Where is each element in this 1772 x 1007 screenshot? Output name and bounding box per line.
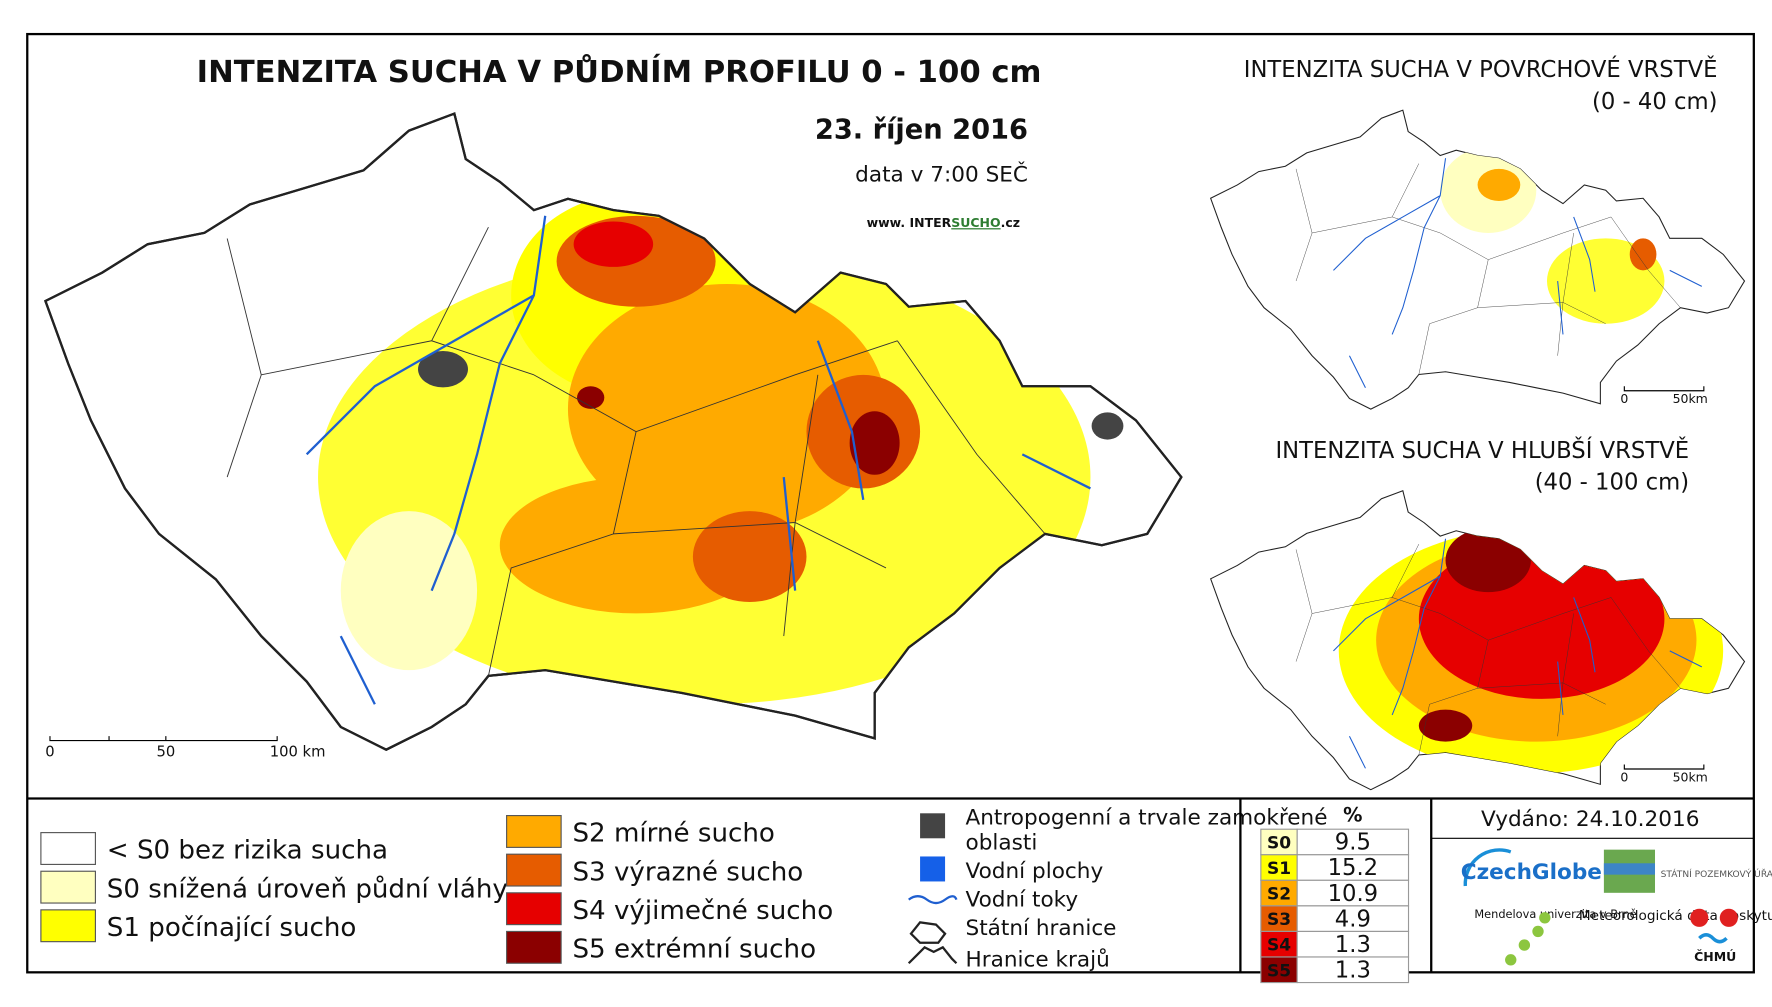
legend-label: Antropogenní a trvale zamokřené oblasti [966,806,1328,856]
inset-subtitle: (40 - 100 cm) [1535,470,1689,496]
inset-surface: INTENZITA SUCHA V POVRCHOVÉ VRSTVĚ (0 - … [1210,55,1746,410]
logo-mendelu: Mendelova univerzita v Brně [1474,907,1636,921]
stats-value-cell [1296,956,1410,984]
inset-title: INTENZITA SUCHA V POVRCHOVÉ VRSTVĚ [1244,55,1718,83]
inset-deep: INTENZITA SUCHA V HLUBŠÍ VRSTVĚ (40 - 10… [1210,436,1746,791]
legend-swatch [506,930,562,964]
legend-label-line: oblasti [966,831,1038,856]
logos: CzechGlobe STÁTNÍ POZEMKOVÝ ÚŘAD Mendelo… [1461,848,1772,966]
logo-mark [1698,933,1728,944]
symbol-icon [920,813,946,839]
stats-class: S2 [1267,885,1291,905]
scale-label: 0 [45,744,54,761]
legend-swatch [506,853,562,887]
symbol-icon [920,856,946,882]
scale-label: 0 [1620,769,1628,784]
legend-label: S2 mírné sucho [572,819,774,849]
legend-label: S3 výrazné sucho [572,857,803,887]
stats-value: 1.3 [1335,932,1371,958]
logo-czechglobe: CzechGlobe [1461,860,1602,885]
stats-class: S3 [1267,910,1291,930]
stats-value-cell [1296,879,1410,907]
time: data v 7:00 SEČ [855,162,1028,188]
scale-label: 50 [156,744,175,761]
scale-label: 50km [1673,391,1708,406]
stats-header: % [1343,803,1362,826]
website-part: .cz [1001,215,1020,230]
logo-chmu: ČHMÚ [1694,949,1736,964]
logo-spu: STÁTNÍ POZEMKOVÝ ÚŘAD [1661,868,1772,880]
legend-label: S0 snížená úroveň půdní vláhy [107,874,508,904]
stats-class: S4 [1267,936,1291,956]
logo-mark [1505,912,1551,966]
legend-swatch [40,870,96,904]
stats-value: 1.3 [1335,957,1371,983]
legend-label: S5 extrémní sucho [572,935,816,965]
legend-label: Vodní toky [966,887,1079,912]
logo-mark [1463,848,1512,887]
symbol-icon [908,895,958,905]
stats-class: S1 [1267,859,1291,879]
legend-swatch [40,832,96,865]
main-title: INTENZITA SUCHA V PŮDNÍM PROFILU 0 - 100… [197,53,1042,90]
stats-table: % S0 9.5 S1 15.2 S2 10.9 S3 4.9 S4 1.3 S5 1.3 [1260,803,1410,984]
legend-label: Hranice krajů [966,948,1110,973]
stats-value: 4.9 [1335,906,1371,932]
stats-class: S5 [1267,961,1291,981]
legend-label: < S0 bez rizika sucha [107,836,388,866]
scale-label: 100 km [270,744,326,761]
stats-class: S0 [1267,834,1291,854]
logo-mark [1719,908,1738,927]
legend-label: S4 výjimečné sucho [572,896,833,926]
logo-mark [1690,908,1709,927]
legend-label: S1 počínající sucho [107,913,357,943]
legend-label-line: Antropogenní a trvale zamokřené [966,806,1328,831]
issued: Vydáno: 24.10.2016 [1481,807,1699,832]
website-part: SUCHO [951,215,1000,230]
legend-swatch [506,892,562,926]
scale-bar [1623,386,1705,392]
stats-class-cell [1260,930,1298,958]
stats-value-cell [1296,905,1410,933]
website: www. INTERSUCHO.cz [867,215,1020,230]
stats-value-cell [1296,854,1410,881]
stats-value: 15.2 [1328,855,1379,881]
symbol-icon [909,921,947,944]
scale-label: 50km [1673,769,1708,784]
legend-label: Státní hranice [966,916,1117,941]
logo-chmu-note: Meteorologická data poskytuje: [1579,908,1772,924]
legend-label: Vodní plochy [966,859,1104,884]
stats-value: 10.9 [1328,881,1379,907]
scale-label: 0 [1620,391,1628,406]
legend-swatch [506,815,562,848]
inset-title: INTENZITA SUCHA V HLUBŠÍ VRSTVĚ [1275,436,1689,464]
stats-class-cell [1260,956,1298,984]
legend-swatch [40,909,96,943]
main-map: INTENZITA SUCHA V PŮDNÍM PROFILU 0 - 100… [44,53,1183,761]
date: 23. říjen 2016 [815,115,1028,146]
stats-value: 9.5 [1335,830,1371,856]
inset-subtitle: (0 - 40 cm) [1592,89,1718,115]
legend: < S0 bez rizika sucha S0 snížená úroveň p… [40,806,1328,973]
scale-bar [49,736,278,742]
website-part: www. INTER [867,215,952,230]
scale-bar [1623,764,1705,770]
symbol-icon [907,945,958,965]
logo-mark [1603,863,1656,875]
stats-value-cell [1296,930,1410,958]
